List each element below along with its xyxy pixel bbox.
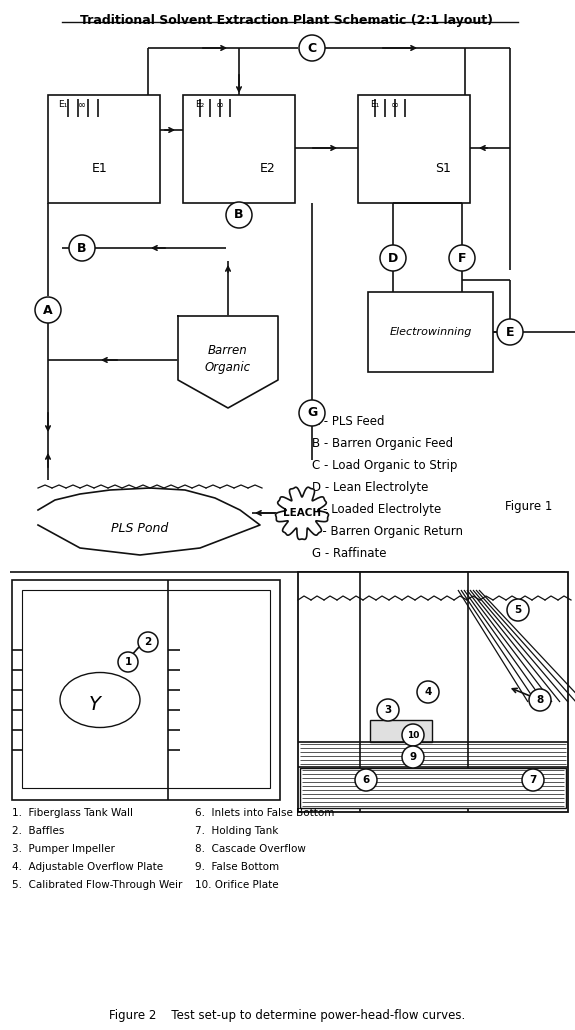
Text: 7.  Holding Tank: 7. Holding Tank bbox=[195, 826, 278, 836]
Text: 9.  False Bottom: 9. False Bottom bbox=[195, 862, 279, 872]
Text: E₁: E₁ bbox=[59, 100, 68, 109]
Text: S1: S1 bbox=[435, 162, 451, 175]
Text: Barren: Barren bbox=[208, 343, 248, 356]
Text: F: F bbox=[458, 251, 466, 265]
Ellipse shape bbox=[60, 673, 140, 727]
Circle shape bbox=[69, 235, 95, 261]
Text: B - Barren Organic Feed: B - Barren Organic Feed bbox=[312, 437, 453, 450]
Text: E: E bbox=[506, 325, 514, 339]
Text: 10. Orifice Plate: 10. Orifice Plate bbox=[195, 880, 279, 890]
Text: D - Lean Electrolyte: D - Lean Electrolyte bbox=[312, 481, 428, 494]
Polygon shape bbox=[275, 487, 328, 540]
Text: PLS Pond: PLS Pond bbox=[112, 521, 168, 535]
Text: E₁: E₁ bbox=[370, 100, 380, 109]
Circle shape bbox=[226, 202, 252, 228]
Circle shape bbox=[380, 245, 406, 271]
Bar bbox=[300, 768, 566, 808]
Text: Electrowinning: Electrowinning bbox=[389, 327, 472, 337]
Text: 8.  Cascade Overflow: 8. Cascade Overflow bbox=[195, 844, 306, 854]
Text: 1: 1 bbox=[124, 657, 132, 667]
Bar bbox=[12, 580, 280, 800]
Text: A: A bbox=[43, 304, 53, 316]
Bar bbox=[370, 720, 432, 742]
Circle shape bbox=[529, 689, 551, 711]
Circle shape bbox=[355, 769, 377, 791]
Bar bbox=[183, 95, 295, 203]
Text: C: C bbox=[308, 41, 317, 55]
Text: E₂: E₂ bbox=[196, 100, 205, 109]
Circle shape bbox=[377, 699, 399, 721]
Circle shape bbox=[402, 724, 424, 746]
Text: 2.  Baffles: 2. Baffles bbox=[12, 826, 64, 836]
Text: ∞: ∞ bbox=[216, 100, 224, 110]
Polygon shape bbox=[38, 488, 260, 555]
Text: 6: 6 bbox=[362, 775, 370, 785]
Text: B: B bbox=[234, 208, 244, 221]
Circle shape bbox=[402, 746, 424, 768]
Text: 4: 4 bbox=[424, 687, 432, 697]
Text: 3.  Pumper Impeller: 3. Pumper Impeller bbox=[12, 844, 115, 854]
Text: 5.  Calibrated Flow-Through Weir: 5. Calibrated Flow-Through Weir bbox=[12, 880, 182, 890]
Bar bbox=[48, 95, 160, 203]
Text: A - PLS Feed: A - PLS Feed bbox=[312, 415, 385, 428]
Text: 1.  Fiberglass Tank Wall: 1. Fiberglass Tank Wall bbox=[12, 808, 133, 818]
Text: 8: 8 bbox=[536, 695, 543, 705]
Circle shape bbox=[118, 652, 138, 672]
Text: F - Barren Organic Return: F - Barren Organic Return bbox=[312, 525, 463, 538]
Polygon shape bbox=[178, 316, 278, 408]
Text: 7: 7 bbox=[530, 775, 536, 785]
Text: ∞: ∞ bbox=[78, 100, 86, 110]
Text: E1: E1 bbox=[92, 162, 108, 175]
Text: 9: 9 bbox=[409, 752, 416, 762]
Text: 2: 2 bbox=[144, 637, 152, 647]
Text: 5: 5 bbox=[515, 605, 522, 615]
Circle shape bbox=[299, 35, 325, 61]
Text: ∞: ∞ bbox=[391, 100, 399, 110]
Bar bbox=[22, 590, 270, 788]
Text: D: D bbox=[388, 251, 398, 265]
Text: 4.  Adjustable Overflow Plate: 4. Adjustable Overflow Plate bbox=[12, 862, 163, 872]
Circle shape bbox=[138, 632, 158, 652]
Circle shape bbox=[299, 400, 325, 426]
Text: 3: 3 bbox=[384, 705, 392, 715]
Bar bbox=[298, 572, 568, 812]
Text: Figure 2    Test set-up to determine power-head-flow curves.: Figure 2 Test set-up to determine power-… bbox=[109, 1009, 465, 1022]
Bar bbox=[358, 95, 470, 203]
Circle shape bbox=[417, 681, 439, 703]
Text: B: B bbox=[77, 241, 87, 254]
Text: Traditional Solvent Extraction Plant Schematic (2:1 layout): Traditional Solvent Extraction Plant Sch… bbox=[81, 14, 493, 27]
Text: G - Raffinate: G - Raffinate bbox=[312, 547, 386, 560]
Text: G: G bbox=[307, 407, 317, 419]
Text: Y: Y bbox=[89, 695, 101, 715]
Text: C - Load Organic to Strip: C - Load Organic to Strip bbox=[312, 459, 457, 472]
Circle shape bbox=[522, 769, 544, 791]
Circle shape bbox=[507, 599, 529, 621]
Text: E - Loaded Electrolyte: E - Loaded Electrolyte bbox=[312, 503, 441, 516]
Bar bbox=[368, 291, 493, 372]
Circle shape bbox=[497, 319, 523, 345]
Circle shape bbox=[35, 297, 61, 323]
Text: Organic: Organic bbox=[205, 362, 251, 375]
Text: E2: E2 bbox=[260, 162, 276, 175]
Text: 10: 10 bbox=[407, 730, 419, 740]
Text: 6.  Inlets into False Bottom: 6. Inlets into False Bottom bbox=[195, 808, 335, 818]
Circle shape bbox=[449, 245, 475, 271]
Text: Figure 1: Figure 1 bbox=[505, 500, 553, 513]
Text: LEACH: LEACH bbox=[283, 508, 321, 518]
